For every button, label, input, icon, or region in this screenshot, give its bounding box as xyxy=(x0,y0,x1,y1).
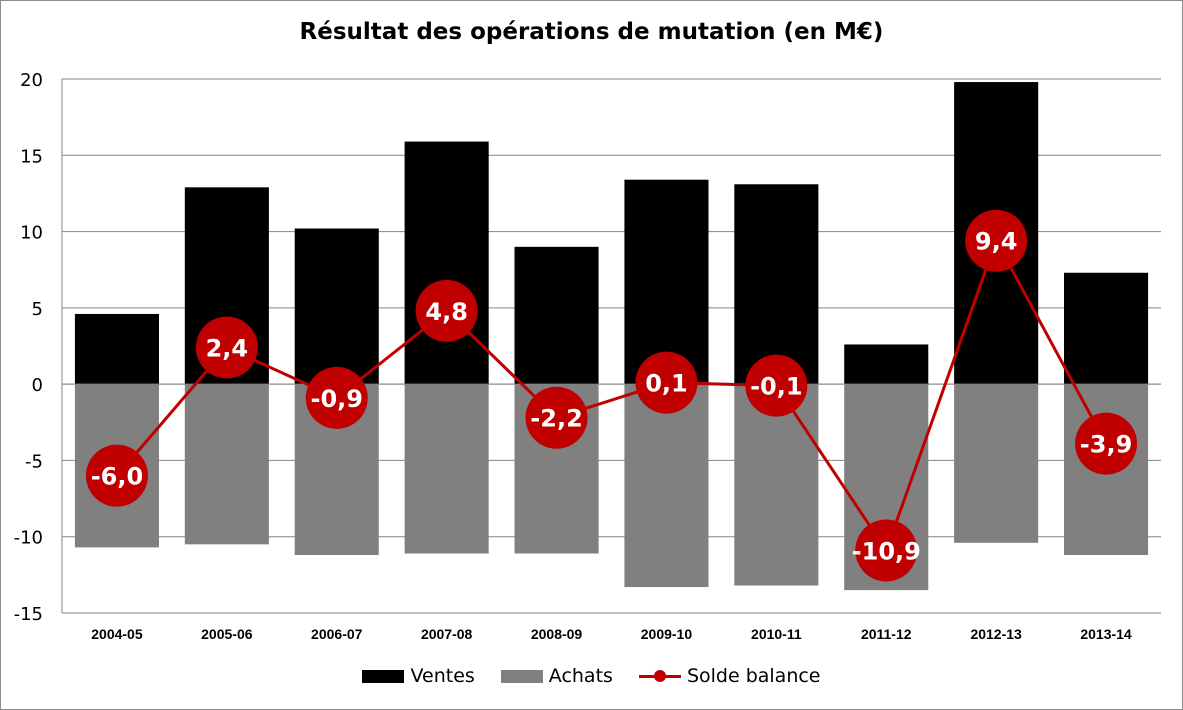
x-tick-label: 2005-06 xyxy=(201,626,253,642)
bar-ventes xyxy=(404,141,489,385)
axes xyxy=(61,79,1161,613)
solde-balance-data-label: -6,0 xyxy=(91,463,143,491)
solde-balance-data-label: -0,1 xyxy=(750,373,802,401)
solde-balance-data-label: 4,8 xyxy=(425,298,468,326)
solde-balance-point xyxy=(85,444,148,507)
chart-title: Résultat des opérations de mutation (en … xyxy=(299,19,884,45)
x-tick-label: 2007-08 xyxy=(421,626,473,642)
bar-achats xyxy=(954,384,1039,543)
solde-balance-data-label: -3,9 xyxy=(1080,431,1132,459)
y-tick-label: 10 xyxy=(20,223,43,244)
x-tick-label: 2011-12 xyxy=(861,626,912,642)
legend: Ventes Achats Solde balance xyxy=(1,665,1182,687)
legend-item-solde-balance: Solde balance xyxy=(638,665,821,687)
legend-swatch-ventes xyxy=(362,669,405,683)
solde-balance-point xyxy=(525,386,588,449)
solde-balance-point xyxy=(855,519,918,582)
bar-ventes xyxy=(734,184,819,385)
bar-ventes xyxy=(74,313,159,385)
bars xyxy=(74,82,1149,591)
y-axis-tick-labels: 20 15 10 5 0 -5 -10 -15 xyxy=(14,70,43,625)
legend-item-ventes: Ventes xyxy=(362,665,475,687)
x-tick-label: 2012-13 xyxy=(970,626,1022,642)
legend-swatch-solde-balance xyxy=(638,668,681,684)
y-tick-label: -10 xyxy=(14,528,43,549)
solde-balance-point xyxy=(635,351,698,414)
bar-ventes xyxy=(844,344,929,385)
solde-balance-point xyxy=(305,366,368,429)
solde-balance-markers: -6,0 2,4 -0,9 4,8 -2,2 0,1 -0,1 -10,9 9,4 -3,9 xyxy=(85,209,1138,582)
y-tick-label: 15 xyxy=(20,146,43,167)
solde-balance-data-label: 2,4 xyxy=(206,335,249,363)
bar-achats xyxy=(734,384,819,586)
legend-label-ventes: Ventes xyxy=(410,665,475,687)
solde-balance-point xyxy=(965,209,1028,272)
legend-label-achats: Achats xyxy=(548,665,613,687)
bar-achats xyxy=(184,384,269,545)
y-tick-label: 20 xyxy=(20,70,43,91)
bar-ventes xyxy=(624,179,709,385)
legend-label-solde-balance: Solde balance xyxy=(686,665,821,687)
legend-item-achats: Achats xyxy=(500,665,613,687)
solde-balance-polyline xyxy=(115,239,1108,552)
solde-balance-line xyxy=(115,239,1108,552)
x-tick-label: 2004-05 xyxy=(91,626,143,642)
y-tick-label: -5 xyxy=(25,451,43,472)
bar-achats xyxy=(624,384,709,588)
y-tick-label: 5 xyxy=(32,299,43,320)
bar-ventes xyxy=(294,228,379,385)
solde-balance-data-label: -0,9 xyxy=(311,385,363,413)
x-axis-tick-labels: 2004-05 2005-06 2006-07 2007-08 2008-09 2009-… xyxy=(91,626,1132,642)
solde-balance-data-label: -2,2 xyxy=(530,405,582,433)
solde-balance-point xyxy=(195,316,258,379)
x-tick-label: 2006-07 xyxy=(311,626,363,642)
y-tick-label: -15 xyxy=(14,604,43,625)
y-tick-label: 0 xyxy=(32,375,43,396)
x-tick-label: 2013-14 xyxy=(1080,626,1132,642)
solde-balance-point xyxy=(1075,412,1138,475)
solde-balance-data-label: 0,1 xyxy=(645,370,688,398)
solde-balance-point xyxy=(415,279,478,342)
solde-balance-data-label: 9,4 xyxy=(975,228,1018,256)
x-tick-label: 2008-09 xyxy=(531,626,583,642)
x-tick-label: 2009-10 xyxy=(641,626,693,642)
bar-achats xyxy=(404,384,489,554)
bar-ventes xyxy=(514,246,599,385)
x-tick-label: 2010-11 xyxy=(751,626,802,642)
legend-swatch-achats xyxy=(500,669,543,683)
bar-ventes xyxy=(1064,272,1149,385)
solde-balance-data-label: -10,9 xyxy=(852,537,921,565)
solde-balance-point xyxy=(745,354,808,417)
